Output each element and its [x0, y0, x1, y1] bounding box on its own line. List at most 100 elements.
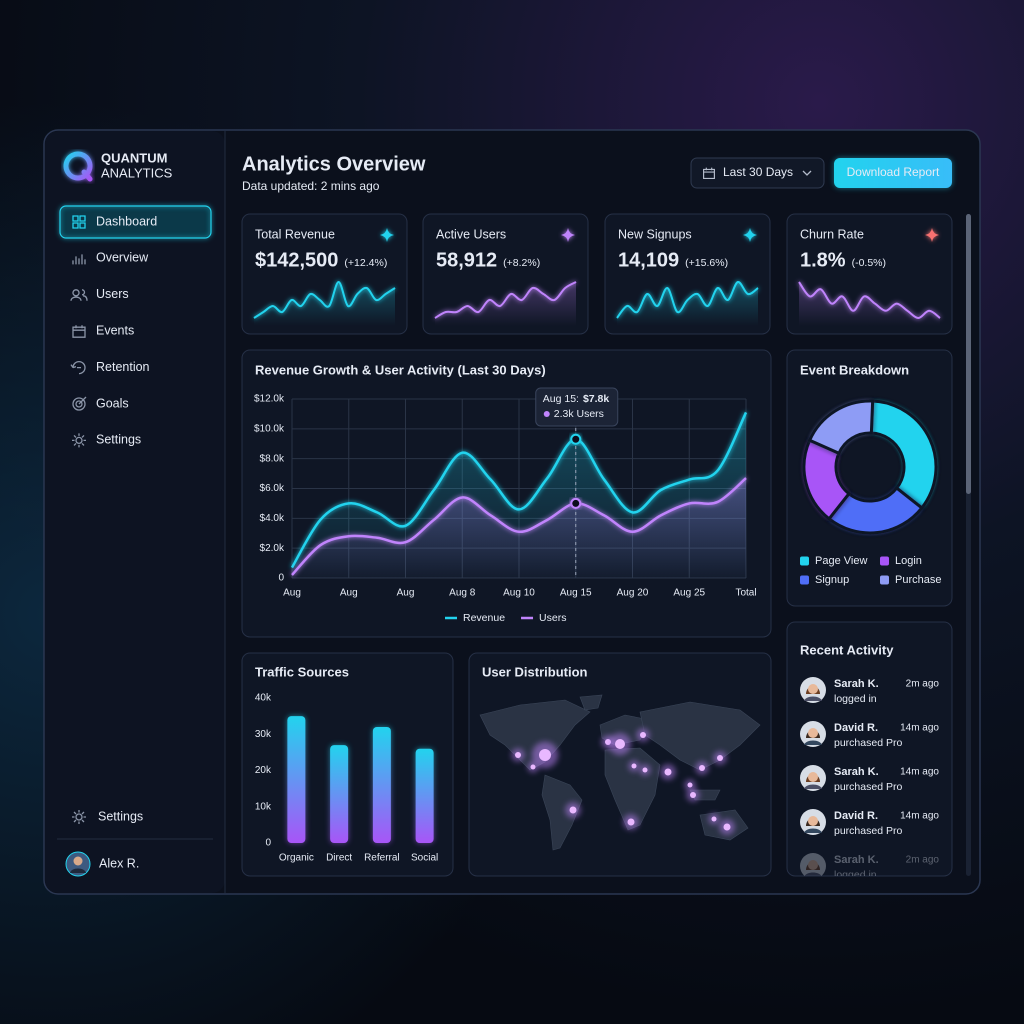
kpi-change: (+12.4%)	[344, 257, 387, 269]
y-tick-label: $8.0k	[260, 453, 285, 464]
x-tick-label: Direct	[326, 853, 352, 864]
calendar-icon	[703, 167, 715, 179]
x-tick-label: Referral	[364, 853, 400, 864]
legend-swatch	[800, 575, 809, 585]
y-tick-label: 40k	[255, 693, 272, 704]
settings-icon	[72, 810, 86, 824]
kpi-value: $142,500	[255, 249, 338, 271]
sidebar-settings[interactable]: Settings	[72, 809, 143, 824]
hotspot	[539, 749, 551, 761]
x-tick-label: Aug 25	[673, 588, 705, 599]
chevron	[802, 170, 812, 176]
activity-list: Sarah K. 2m ago logged in David R. 14m ago pu…	[800, 677, 940, 876]
y-tick-label: 0	[278, 573, 284, 584]
x-tick-label: Aug 8	[449, 588, 476, 599]
nav-icon	[70, 289, 88, 301]
tooltip-date: Aug 15:	[543, 393, 579, 405]
activity-name: David R.	[834, 722, 878, 734]
card-title: User Distribution	[482, 664, 588, 679]
user-name: Alex R.	[99, 856, 139, 870]
brand-name: QUANTUM	[101, 150, 167, 165]
bar	[287, 716, 306, 843]
nav-label: Settings	[96, 433, 141, 447]
kpi-change: (+8.2%)	[503, 257, 540, 269]
activity-time: 2m ago	[906, 855, 940, 866]
download-button[interactable]: Download Report	[834, 158, 952, 188]
kpi-sparkle	[380, 228, 394, 242]
nav-item[interactable]: Overview	[72, 251, 149, 265]
kpi-label: New Signups	[618, 227, 692, 241]
logo	[63, 151, 93, 182]
hotspot	[569, 806, 577, 814]
pie-slice	[869, 399, 938, 511]
nav-label: Retention	[96, 360, 150, 374]
x-tick-label: Aug	[340, 588, 358, 599]
bar	[330, 745, 349, 843]
y-tick-label: 10k	[255, 801, 272, 812]
x-tick-label: Aug	[283, 588, 301, 599]
y-tick-label: 30k	[255, 729, 272, 740]
nav-item[interactable]: Retention	[70, 360, 150, 375]
kpi-sparkle	[561, 228, 575, 242]
activity-action: purchased Pro	[834, 825, 902, 837]
y-tick-label: 20k	[255, 765, 272, 776]
activity-item: Sarah K. 2m ago logged in	[800, 677, 939, 705]
kpi-label: Total Revenue	[255, 227, 335, 241]
hotspot	[711, 816, 717, 822]
nav-item[interactable]: Goals	[72, 396, 129, 411]
hotspot	[687, 782, 693, 788]
y-tick-label: $12.0k	[254, 394, 285, 405]
nav-item[interactable]: Events	[72, 323, 134, 338]
kpi-sparkle	[925, 228, 939, 242]
series-line	[290, 411, 748, 569]
nav-label: Dashboard	[96, 214, 157, 228]
kpi-change: (-0.5%)	[852, 257, 886, 269]
avatar-face	[808, 728, 818, 738]
hotspot	[627, 818, 635, 826]
legend-swatch	[880, 575, 889, 585]
nav-icon	[70, 360, 86, 375]
y-tick-label: $2.0k	[260, 543, 285, 554]
tooltip-box	[535, 387, 619, 427]
activity-item: David R. 14m ago purchased Pro	[800, 809, 939, 837]
user-avatar-body	[70, 868, 86, 873]
x-tick-label: Aug 15	[560, 588, 592, 599]
sparkline	[253, 280, 396, 319]
nav-item[interactable]: Settings	[72, 433, 141, 448]
nav-item[interactable]: Users	[70, 287, 129, 301]
avatar-body	[804, 828, 822, 833]
avatar-body	[804, 696, 822, 701]
kpi-label: Active Users	[436, 227, 506, 241]
hotspot	[515, 752, 521, 758]
legend-label: Users	[539, 612, 566, 624]
card-title: Recent Activity	[800, 642, 894, 657]
x-tick-label: Aug 10	[503, 588, 535, 599]
hotspot	[530, 764, 536, 770]
scrollbar-thumb[interactable]	[966, 214, 971, 494]
page-subtitle: Data updated: 2 mins ago	[242, 179, 380, 193]
avatar-body	[804, 740, 822, 745]
avatar-body	[804, 872, 822, 876]
sparkline	[434, 281, 577, 319]
kpi-value: 58,912	[436, 249, 497, 271]
nav-icon	[72, 254, 86, 265]
nav-item[interactable]: Dashboard	[59, 205, 212, 239]
activity-name: David R.	[834, 810, 878, 822]
legend-label: Revenue	[463, 612, 505, 624]
date-range-dropdown[interactable]: Last 30 Days	[690, 157, 825, 189]
series-area	[292, 478, 746, 578]
x-tick-label: Organic	[279, 853, 314, 864]
y-tick-label: 0	[265, 838, 271, 849]
dropdown-label: Last 30 Days	[723, 165, 793, 179]
dropdown-box	[690, 157, 825, 189]
nav-icon	[72, 433, 86, 448]
hotspot	[615, 739, 625, 749]
tooltip-point	[570, 497, 582, 509]
bar	[415, 748, 434, 843]
activity-time: 14m ago	[900, 811, 939, 822]
nav-label: Goals	[96, 396, 129, 410]
activity-name: Sarah K.	[834, 766, 879, 778]
continent	[579, 694, 603, 711]
hotspot	[723, 823, 731, 831]
activity-time: 2m ago	[906, 679, 940, 690]
